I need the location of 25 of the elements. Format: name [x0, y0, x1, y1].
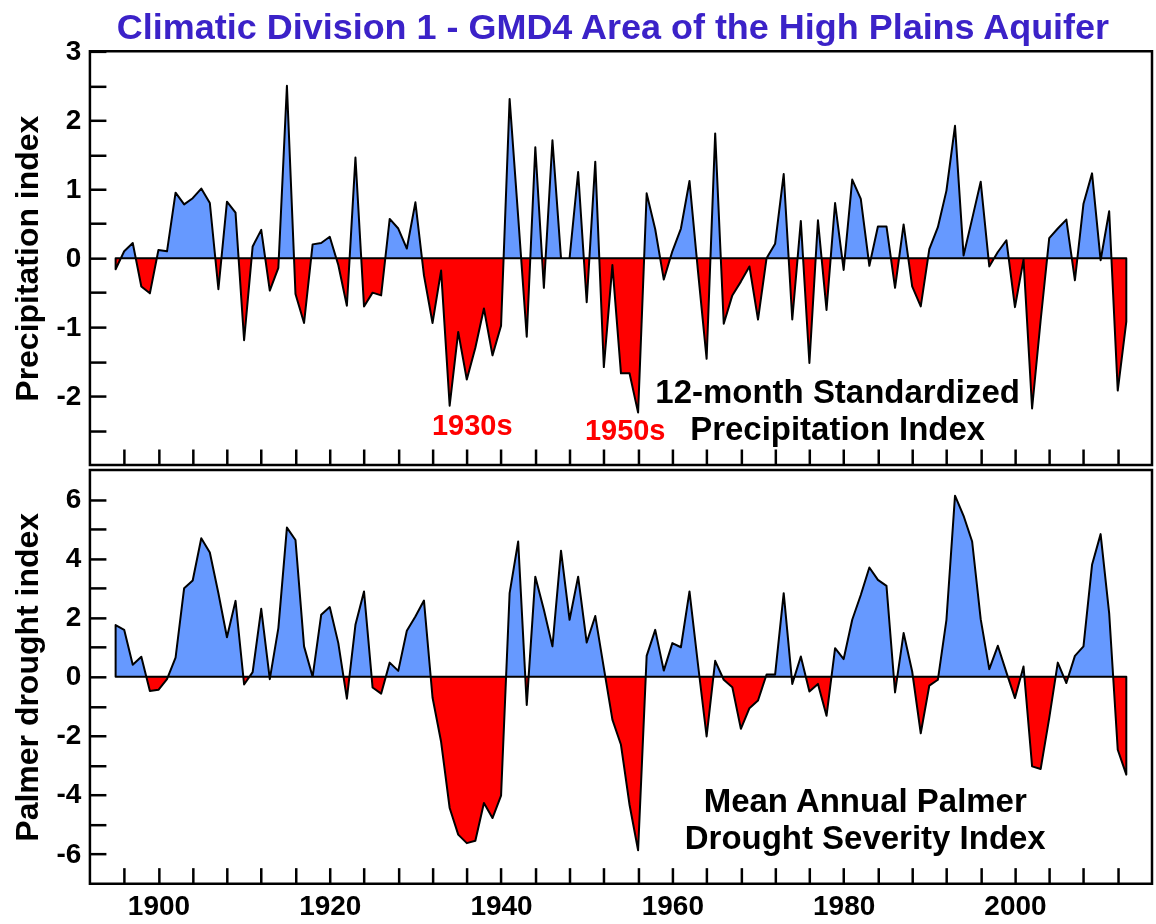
y-tick-label: 6 [65, 483, 82, 515]
y-axis-title: Precipitation index [8, 115, 45, 402]
x-tick-label: 1960 [641, 890, 704, 922]
y-tick-label: -1 [56, 310, 82, 342]
y-tick-label: -4 [56, 778, 82, 810]
y-tick-label: -2 [56, 719, 82, 751]
annotation: 1930s [431, 409, 513, 442]
x-tick-label: 2000 [984, 890, 1047, 922]
y-tick-label: 3 [65, 34, 82, 66]
y-tick-label: 2 [65, 601, 82, 633]
y-tick-label: -6 [56, 837, 82, 869]
x-tick-label: 1900 [127, 890, 191, 922]
y-tick-label: 2 [65, 103, 82, 135]
x-tick-label: 1980 [813, 890, 876, 922]
annotation: Mean Annual Palmer Drought Severity Index [684, 781, 1047, 856]
annotation: 1950s [584, 413, 666, 446]
x-tick-label: 1940 [470, 890, 533, 922]
x-tick-label: 1920 [299, 890, 362, 922]
y-tick-label: 1 [65, 172, 82, 204]
y-tick-label: 0 [65, 660, 82, 692]
y-tick-label: 4 [65, 542, 82, 574]
y-axis-title: Palmer drought index [8, 512, 45, 842]
chart-title: Climatic Division 1 - GMD4 Area of the High Plains Aquifer [116, 6, 1110, 48]
y-tick-label: -2 [56, 379, 82, 411]
y-tick-label: 0 [65, 241, 82, 273]
